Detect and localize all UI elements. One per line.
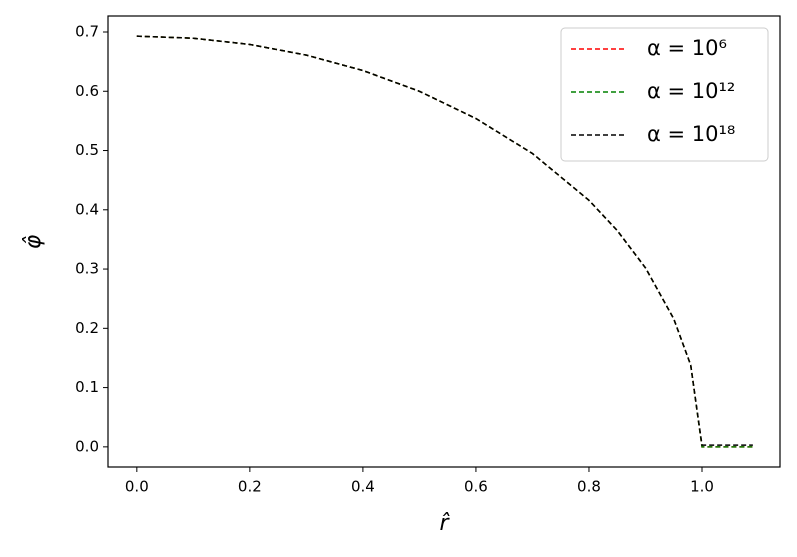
- legend-box: [560, 27, 769, 162]
- x-tick-label: 0.6: [464, 478, 488, 496]
- x-tick-label: 0.2: [238, 478, 262, 496]
- x-tick-label: 1.0: [690, 478, 714, 496]
- y-tick-label: 0.3: [75, 260, 99, 278]
- series-line: [136, 35, 753, 446]
- y-axis-label: φ̂: [21, 234, 46, 249]
- legend-label: α = 10¹²: [647, 79, 735, 103]
- x-tick-label: 0.0: [125, 478, 149, 496]
- y-tick-label: 0.4: [75, 200, 99, 218]
- x-tick-label: 0.8: [577, 478, 601, 496]
- y-tick-label: 0.2: [75, 319, 99, 337]
- y-tick-label: 0.7: [75, 23, 99, 41]
- legend-label: α = 10¹⁸: [647, 122, 735, 146]
- y-tick-label: 0.6: [75, 82, 99, 100]
- y-tick-label: 0.0: [75, 437, 99, 455]
- legend-label: α = 10⁶: [647, 36, 727, 60]
- x-tick-label: 0.4: [351, 478, 375, 496]
- x-axis-label: r̂: [439, 511, 450, 536]
- y-tick-label: 0.5: [75, 141, 99, 159]
- plot-frame: [107, 15, 781, 468]
- y-tick-label: 0.1: [75, 378, 99, 396]
